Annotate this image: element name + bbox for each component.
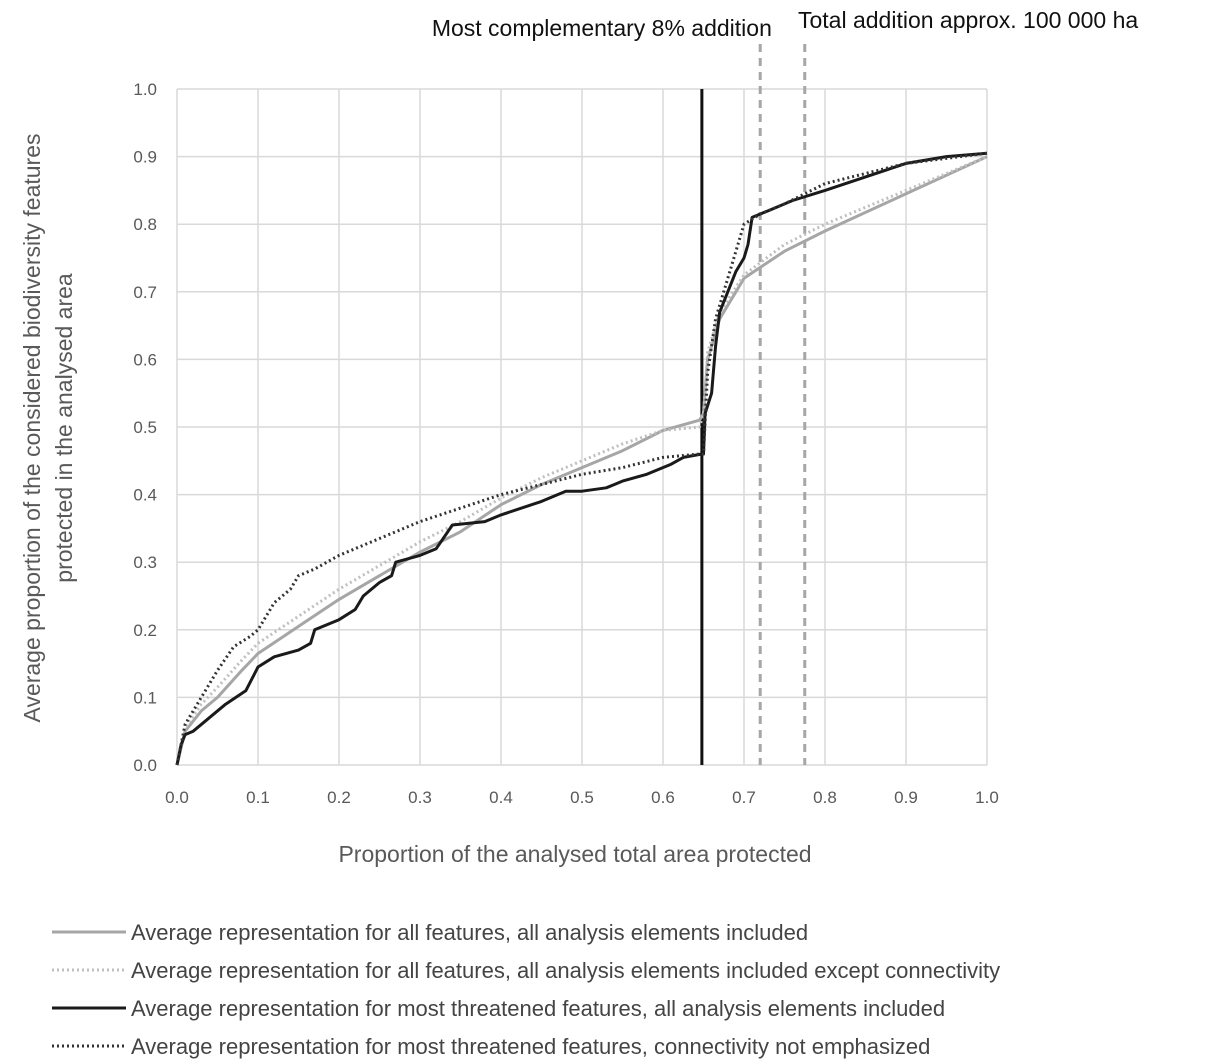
x-axis-label: Proportion of the analysed total area pr… <box>338 841 811 867</box>
annotation-total-addition: Total addition approx. 100 000 ha <box>798 7 1138 33</box>
series-line-2 <box>175 155 988 766</box>
annotations: Most complementary 8% addition Total addi… <box>432 7 1139 41</box>
y-tick-label: 0.1 <box>133 688 157 707</box>
y-axis-label-line2: protected in the analysed area <box>51 273 77 583</box>
series-lines <box>175 151 988 766</box>
legend-label-4: Average representation for most threaten… <box>131 1034 930 1059</box>
grid <box>176 88 988 766</box>
series-line-3 <box>175 151 988 766</box>
legend-label-1: Average representation for all features,… <box>131 920 808 945</box>
tick-labels: 0.0 0.1 0.2 0.3 0.4 0.5 0.6 0.7 0.8 0.9 1.0 0.0 0.1 0… <box>133 80 998 807</box>
y-tick-label: 0.7 <box>133 283 157 302</box>
y-tick-label: 0.8 <box>133 215 157 234</box>
x-tick-label: 0.0 <box>165 788 189 807</box>
x-tick-label: 0.6 <box>651 788 675 807</box>
y-tick-label: 0.2 <box>133 621 157 640</box>
x-tick-label: 0.2 <box>327 788 351 807</box>
x-tick-label: 0.7 <box>732 788 756 807</box>
x-tick-label: 0.5 <box>570 788 594 807</box>
y-tick-label: 0.3 <box>133 553 157 572</box>
y-axis-label-line1: Average proportion of the considered bio… <box>19 134 45 723</box>
y-tick-label: 0.9 <box>133 148 157 167</box>
y-tick-label: 0.5 <box>133 418 157 437</box>
legend-label-3: Average representation for most threaten… <box>131 996 945 1021</box>
y-tick-label: 0.4 <box>133 486 157 505</box>
reference-lines <box>700 44 807 765</box>
x-tick-label: 0.3 <box>408 788 432 807</box>
annotation-complementary: Most complementary 8% addition <box>432 15 772 41</box>
x-tick-label: 0.9 <box>894 788 918 807</box>
y-tick-label: 0.0 <box>133 756 157 775</box>
legend-label-2: Average representation for all features,… <box>131 958 1000 983</box>
y-tick-label: 1.0 <box>133 80 157 99</box>
legend: Average representation for all features,… <box>52 920 1000 1059</box>
series-line-4 <box>175 151 988 766</box>
x-tick-label: 0.4 <box>489 788 513 807</box>
y-tick-label: 0.6 <box>133 350 157 369</box>
x-tick-label: 0.1 <box>246 788 270 807</box>
x-tick-label: 1.0 <box>975 788 999 807</box>
x-tick-label: 0.8 <box>813 788 837 807</box>
